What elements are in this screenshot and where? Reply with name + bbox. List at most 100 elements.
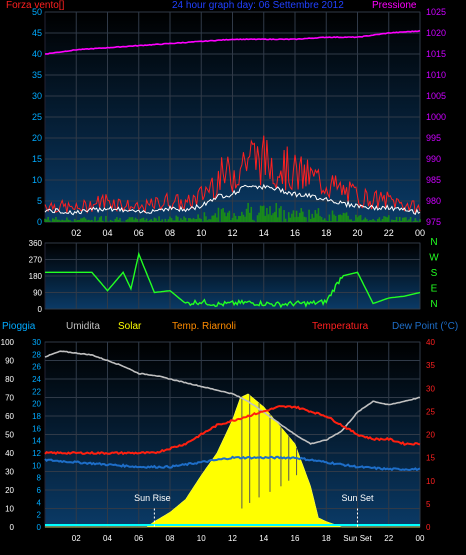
dewpoint-line <box>44 455 421 472</box>
x-tick-bottom: 22 <box>384 534 393 543</box>
y-tick-humidity: 90 <box>5 357 14 366</box>
y-tick-temperature: 20 <box>426 431 435 440</box>
sunset-label: Sun Set <box>341 493 374 503</box>
y-tick-rain: 30 <box>32 338 41 347</box>
y-tick-humidity: 50 <box>5 431 14 440</box>
x-tick-bottom: 18 <box>322 534 331 543</box>
x-tick-bottom: 04 <box>103 534 112 543</box>
y-tick-pressure: 1025 <box>426 7 446 17</box>
solar-area <box>45 393 420 528</box>
x-tick-top: 18 <box>321 228 331 238</box>
y-tick-pressure: 980 <box>426 196 441 206</box>
y-tick-wind: 35 <box>32 70 42 80</box>
legend-pioggia: Pioggia <box>2 321 36 332</box>
x-tick-top: 12 <box>227 228 237 238</box>
y-tick-temperature: 40 <box>426 338 435 347</box>
y-tick-humidity: 10 <box>5 505 14 514</box>
wind-gust-line <box>44 135 421 214</box>
y-tick-pressure: 985 <box>426 175 441 185</box>
wind-direction-line <box>45 251 421 309</box>
y-tick-rain: 28 <box>32 350 41 359</box>
x-tick-bottom: 12 <box>228 534 237 543</box>
humidity-line <box>44 350 420 445</box>
x-tick-top: 04 <box>102 228 112 238</box>
y-tick-humidity: 100 <box>1 338 15 347</box>
temperature-line <box>44 405 421 456</box>
x-tick-bottom: 14 <box>259 534 268 543</box>
y-tick-rain: 8 <box>37 474 42 483</box>
x-tick-bottom: 02 <box>72 534 81 543</box>
y-tick-temperature: 0 <box>426 523 431 532</box>
y-tick-wind: 0 <box>37 217 42 227</box>
y-tick-rain: 10 <box>32 461 41 470</box>
y-tick-wind: 25 <box>32 112 42 122</box>
x-tick-top: 16 <box>290 228 300 238</box>
y-tick-pressure: 995 <box>426 133 441 143</box>
x-tick-top: 20 <box>352 228 362 238</box>
x-tick-top: 06 <box>134 228 144 238</box>
legend-temperatura: Temperatura <box>312 321 369 332</box>
y-tick-wind: 45 <box>32 28 42 38</box>
y-tick-temperature: 35 <box>426 361 435 370</box>
y-tick-rain: 14 <box>32 437 41 446</box>
y-tick-rain: 12 <box>32 449 41 458</box>
wind-average-line <box>44 183 421 216</box>
y-tick-wind: 40 <box>32 49 42 59</box>
y-tick-humidity: 80 <box>5 375 14 384</box>
x-tick-top: 14 <box>259 228 269 238</box>
x-tick-bottom: 06 <box>134 534 143 543</box>
y-tick-wind: 10 <box>32 175 42 185</box>
y-tick-pressure: 990 <box>426 154 441 164</box>
y-tick-pressure: 1010 <box>426 70 446 80</box>
y-tick-humidity: 60 <box>5 412 14 421</box>
x-tick-bottom: 08 <box>166 534 175 543</box>
y-tick-humidity: 0 <box>10 523 15 532</box>
y-tick-humidity: 40 <box>5 449 14 458</box>
y-tick-rain: 2 <box>37 511 42 520</box>
y-tick-pressure: 1000 <box>426 112 446 122</box>
y-tick-pressure: 975 <box>426 217 441 227</box>
sunrise-label: Sun Rise <box>134 493 171 503</box>
pressure-line <box>44 29 421 55</box>
y-tick-direction: 270 <box>29 256 43 265</box>
compass-label: W <box>429 253 439 264</box>
y-tick-humidity: 20 <box>5 486 14 495</box>
legend-umidita: Umidita <box>66 321 100 332</box>
header-right-title: Pressione <box>372 0 417 11</box>
legend-temp-riarnoli: Temp. Riarnoli <box>172 321 236 332</box>
y-tick-rain: 20 <box>32 400 41 409</box>
x-tick-top: 10 <box>196 228 206 238</box>
x-tick-bottom: 10 <box>197 534 206 543</box>
x-tick-bottom: Sun Set <box>343 534 372 543</box>
header-left-title: Forza vento[] <box>6 0 65 11</box>
x-tick-top: 22 <box>384 228 394 238</box>
y-tick-humidity: 30 <box>5 468 14 477</box>
compass-label: N <box>430 299 437 310</box>
y-tick-temperature: 5 <box>426 500 431 509</box>
y-tick-wind: 30 <box>32 91 42 101</box>
y-tick-direction: 90 <box>33 289 42 298</box>
y-tick-rain: 22 <box>32 387 41 396</box>
x-tick-bottom: 16 <box>291 534 300 543</box>
y-tick-wind: 20 <box>32 133 42 143</box>
y-tick-temperature: 30 <box>426 384 435 393</box>
x-tick-bottom: 00 <box>416 534 425 543</box>
y-tick-pressure: 1005 <box>426 91 446 101</box>
compass-label: N <box>430 237 437 248</box>
y-tick-rain: 16 <box>32 424 41 433</box>
y-tick-temperature: 25 <box>426 407 435 416</box>
y-tick-wind: 15 <box>32 154 42 164</box>
y-tick-temperature: 15 <box>426 454 435 463</box>
y-tick-wind: 5 <box>37 196 42 206</box>
y-tick-rain: 4 <box>37 498 42 507</box>
y-tick-direction: 0 <box>38 305 43 314</box>
legend-solar: Solar <box>118 321 142 332</box>
y-tick-rain: 6 <box>37 486 42 495</box>
y-tick-wind: 50 <box>32 7 42 17</box>
header-center-title: 24 hour graph day: 06 Settembre 2012 <box>172 0 344 11</box>
y-tick-rain: 26 <box>32 363 41 372</box>
x-tick-top: 08 <box>165 228 175 238</box>
x-tick-top: 02 <box>71 228 81 238</box>
x-tick-top: 00 <box>415 228 425 238</box>
